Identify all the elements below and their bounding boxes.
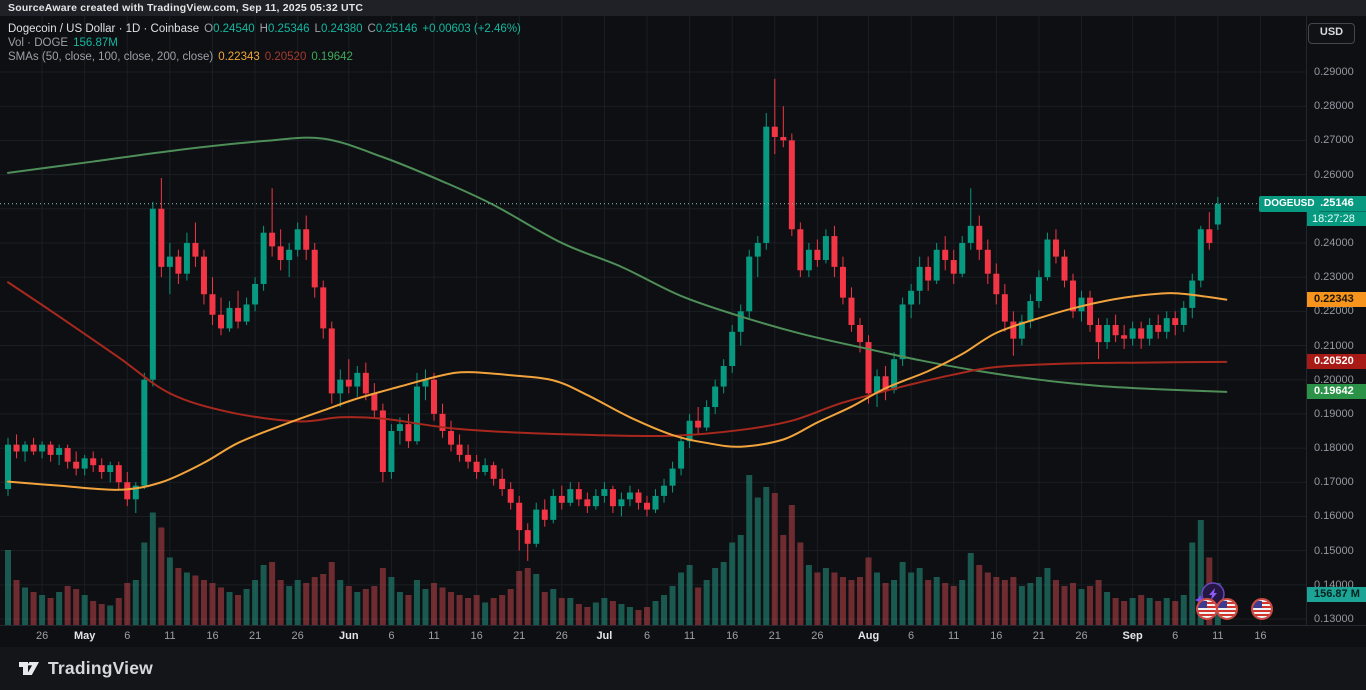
- event-icons[interactable]: [1195, 582, 1273, 620]
- candlestick-chart-canvas[interactable]: [0, 16, 1306, 625]
- time-tick-day: 11: [428, 630, 440, 642]
- volume-bars: [5, 475, 1221, 625]
- chart-legend: Dogecoin / US Dollar · 1D · Coinbase O 0.…: [8, 22, 521, 64]
- sma200-axis-label: 0.19642: [1307, 384, 1366, 400]
- attribution-bar: SourceAware created with TradingView.com…: [0, 0, 1366, 16]
- sma50-axis-label: 0.22343: [1307, 292, 1366, 308]
- symbol-price-tag: DOGEUSD: [1259, 195, 1320, 212]
- sma100-value: 0.20520: [264, 51, 307, 63]
- change-value: +0.00603 (+2.46%): [422, 23, 521, 35]
- price-tick: 0.26000: [1314, 168, 1354, 181]
- high-label: H: [259, 23, 268, 35]
- time-tick-day: 6: [643, 630, 651, 642]
- time-tick-day: 16: [726, 630, 739, 642]
- lightning-icon: [1209, 588, 1217, 600]
- symbol-title: Dogecoin / US Dollar · 1D · Coinbase: [8, 23, 200, 35]
- price-tick: 0.24000: [1314, 236, 1354, 249]
- time-tick-day: 21: [513, 630, 526, 642]
- time-tick-day: 26: [811, 630, 824, 642]
- time-tick-month: Sep: [1122, 630, 1143, 642]
- time-tick-month: Jul: [596, 630, 613, 642]
- open-value: 0.24540: [213, 23, 255, 35]
- sma100-axis-label: 0.20520: [1307, 354, 1366, 370]
- time-tick-day: 16: [990, 630, 1003, 642]
- time-tick-day: 21: [1032, 630, 1046, 642]
- time-tick-day: 6: [908, 630, 915, 642]
- attribution-text: SourceAware created with TradingView.com…: [8, 2, 364, 14]
- tradingview-logo-text: TradingView: [48, 657, 153, 678]
- low-label: L: [314, 23, 321, 35]
- price-tick: 0.27000: [1314, 134, 1354, 147]
- time-tick-day: 11: [683, 630, 696, 642]
- footer-bar: TradingView: [0, 647, 1366, 690]
- time-tick-month: May: [73, 630, 96, 642]
- price-tick: 0.29000: [1314, 66, 1354, 78]
- close-value: 0.25146: [375, 23, 418, 35]
- time-tick-day: 21: [248, 630, 262, 642]
- price-tick: 0.16000: [1314, 510, 1354, 523]
- sma-50-line: [7, 292, 1228, 491]
- us-flag-icon[interactable]: [1251, 598, 1273, 620]
- sma-200-line: [7, 136, 1228, 393]
- price-axis[interactable]: USD 0.25146 18:27:28 0.22343 0.20520 0.1…: [1306, 16, 1366, 625]
- time-tick-day: 11: [1212, 630, 1224, 642]
- time-tick-day: 21: [768, 630, 781, 642]
- time-tick-day: 6: [388, 630, 395, 642]
- sma200-value: 0.19642: [311, 51, 353, 63]
- price-tick: 0.13000: [1314, 613, 1354, 625]
- price-tick: 0.21000: [1314, 339, 1354, 352]
- tradingview-logo-icon: [19, 662, 39, 675]
- volume-axis-label: 156.87 M: [1307, 587, 1366, 602]
- us-flag-icon[interactable]: [1216, 598, 1238, 620]
- sma-legend-row[interactable]: SMAs (50, close, 100, close, 200, close)…: [8, 50, 521, 64]
- time-tick-day: 11: [948, 630, 960, 642]
- time-tick-day: 6: [124, 630, 131, 642]
- candlestick-series: [5, 78, 1221, 561]
- time-tick-day: 26: [291, 630, 304, 642]
- last-price-value: 0.25146: [1314, 196, 1354, 209]
- open-label: O: [204, 23, 214, 35]
- volume-label: Vol · DOGE: [8, 37, 69, 49]
- time-tick-day: 26: [35, 630, 49, 642]
- price-tick: 0.22000: [1314, 305, 1354, 318]
- time-tick-day: 26: [555, 630, 568, 642]
- time-tick-day: 16: [1254, 630, 1267, 642]
- time-tick-day: 16: [206, 630, 219, 642]
- price-tick: 0.28000: [1314, 100, 1354, 113]
- low-value: 0.24380: [320, 23, 363, 35]
- time-tick-month: Aug: [857, 630, 880, 642]
- price-tick: 0.23000: [1314, 271, 1354, 284]
- price-tick: 0.19000: [1314, 407, 1354, 420]
- chart-pane[interactable]: Dogecoin / US Dollar · 1D · Coinbase O 0.…: [0, 16, 1320, 625]
- grid-lines: [0, 16, 1306, 625]
- price-tick: 0.20000: [1314, 373, 1354, 386]
- time-tick-day: 16: [470, 630, 483, 642]
- us-flag-icon[interactable]: [1196, 598, 1218, 620]
- bar-countdown: 18:27:28: [1307, 210, 1366, 227]
- close-label: C: [367, 23, 376, 35]
- time-axis[interactable]: 26 May 6 11 16 21 26 Jun 6 11 16 21 26 Jul 6 11 16 21 26 Au…: [0, 625, 1366, 647]
- sma-100-line: [7, 281, 1228, 438]
- currency-toggle-button[interactable]: USD: [1308, 23, 1355, 44]
- sparkle-icon: [1195, 595, 1205, 605]
- time-tick-day: 6: [1172, 630, 1179, 642]
- volume-value: 156.87M: [73, 37, 118, 49]
- sma50-value: 0.22343: [218, 51, 260, 63]
- price-tick: 0.18000: [1314, 442, 1354, 455]
- tradingview-logo[interactable]: TradingView: [17, 656, 153, 680]
- time-tick-day: 26: [1075, 630, 1088, 642]
- symbol-legend-row[interactable]: Dogecoin / US Dollar · 1D · Coinbase O 0.…: [8, 22, 521, 36]
- price-tick: 0.17000: [1314, 476, 1354, 489]
- time-tick-month: Jun: [339, 630, 359, 642]
- price-tick: 0.15000: [1314, 544, 1354, 557]
- time-tick-day: 11: [164, 630, 176, 642]
- sma-label: SMAs (50, close, 100, close, 200, close): [8, 51, 214, 63]
- high-value: 0.25346: [267, 23, 310, 35]
- volume-legend-row[interactable]: Vol · DOGE 156.87M: [8, 36, 521, 50]
